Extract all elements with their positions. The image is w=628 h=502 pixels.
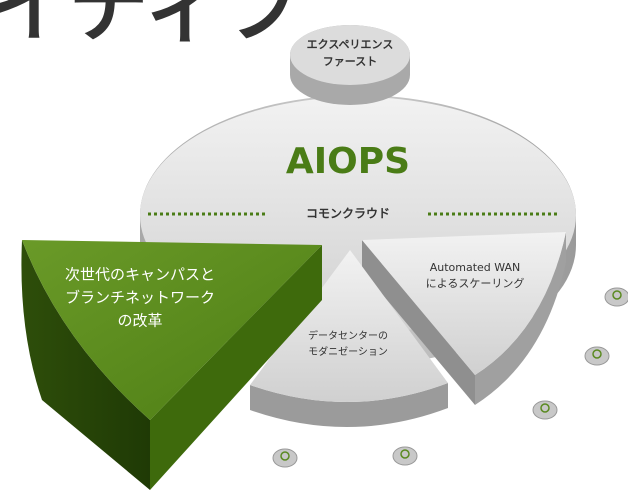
disc-title: AIOPS [286, 141, 410, 182]
slice-label: の改革 [117, 312, 162, 330]
slice-label: モダニゼーション [308, 345, 388, 358]
slice-label: 次世代のキャンパスと [65, 266, 215, 284]
slice-label: ブランチネットワーク [65, 289, 215, 307]
cylinder-label: ファースト [323, 55, 377, 68]
slice-label: Automated WAN [430, 261, 521, 274]
disc-subtitle: コモンクラウド [306, 207, 390, 221]
cylinder-label: エクスペリエンス [307, 38, 394, 51]
slice-label: によるスケーリング [426, 276, 525, 290]
slice-label: データセンターの [308, 329, 388, 342]
diagram: イティブ エクスペリエンス ファースト AIOPS コモンクラウド Automa… [0, 0, 628, 502]
header-title: イティブ [0, 0, 304, 53]
